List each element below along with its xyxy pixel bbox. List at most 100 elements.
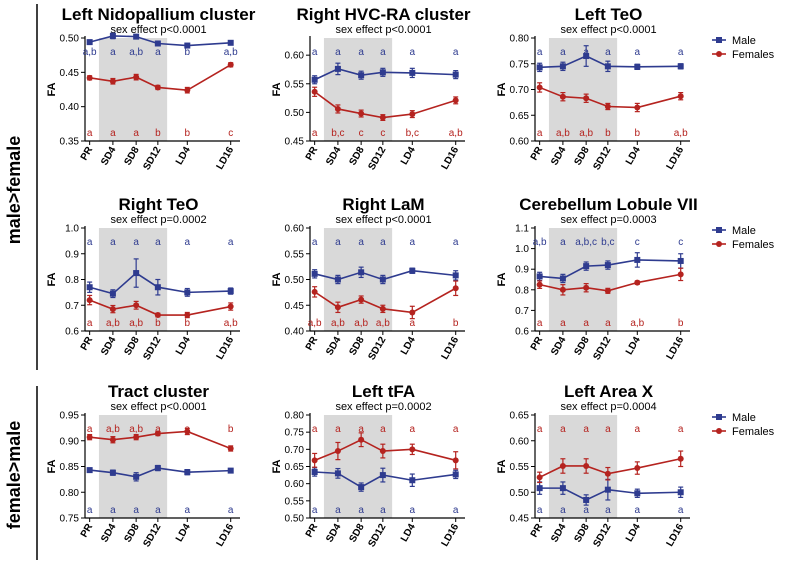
series-line [539, 457, 681, 479]
series-line [314, 471, 456, 489]
data-point-male [334, 65, 341, 72]
data-point-female [184, 312, 191, 319]
significance-label: a [87, 237, 93, 248]
series-female [311, 432, 459, 470]
data-point-male [409, 69, 416, 76]
y-axis-label: FA [496, 82, 508, 96]
data-point-female [358, 296, 365, 303]
series-line [314, 438, 456, 462]
data-point-male [677, 63, 684, 70]
series-male [86, 464, 234, 482]
data-point-female [227, 445, 234, 452]
y-tick-label: 0.55 [285, 496, 305, 507]
significance-label: a [380, 47, 386, 58]
y-tick-label: 0.75 [285, 428, 305, 439]
y-tick-label: 0.50 [285, 275, 305, 286]
significance-label: a [87, 128, 93, 139]
significance-label: a [380, 505, 386, 516]
significance-label: a,b [354, 318, 368, 329]
data-point-male [452, 471, 459, 478]
y-tick-label: 0.65 [285, 462, 305, 473]
x-tick-label: LD4 [399, 335, 418, 357]
data-point-male [409, 477, 416, 484]
significance-label: a,b [674, 128, 688, 139]
y-tick-label: 0.7 [65, 301, 79, 312]
data-point-female [133, 434, 140, 441]
significance-label: a [605, 424, 611, 435]
x-tick-label: LD16 [440, 145, 462, 172]
chart-title: Right LaM [342, 195, 424, 214]
significance-label: a [453, 237, 459, 248]
data-point-male [109, 290, 116, 297]
legend-marker-female [716, 51, 722, 57]
significance-label: b [453, 318, 459, 329]
y-tick-label: 0.60 [510, 436, 530, 447]
x-tick-label: LD16 [215, 335, 237, 362]
shaded-period [323, 38, 393, 141]
series-line [539, 86, 681, 109]
significance-label: a,b [449, 128, 463, 139]
legend-label-male: Male [732, 412, 756, 424]
y-tick-label: 0.40 [285, 327, 305, 338]
data-point-male [311, 76, 318, 83]
data-point-female [334, 448, 341, 455]
x-tick-label: LD16 [440, 335, 462, 362]
series-line [314, 91, 456, 119]
data-point-female [184, 87, 191, 94]
y-tick-label: 0.65 [510, 111, 530, 122]
data-point-female [311, 457, 318, 464]
data-point-female [86, 297, 93, 304]
data-point-female [583, 284, 590, 291]
data-point-female [559, 286, 566, 293]
series-line [539, 273, 681, 292]
data-point-female [311, 288, 318, 295]
series-female [536, 450, 684, 484]
significance-label: a,b [129, 318, 143, 329]
x-tick-label: SD4 [99, 145, 118, 168]
chart-subtitle: sex effect p=0.0004 [560, 401, 656, 413]
data-point-male [634, 63, 641, 70]
x-tick-label: SD8 [347, 335, 366, 358]
x-tick-label: SD4 [324, 522, 343, 545]
data-point-female [583, 95, 590, 102]
significance-label: a,b [224, 318, 238, 329]
data-point-female [109, 78, 116, 85]
legend: Male Females [712, 35, 775, 61]
significance-label: a [110, 47, 116, 58]
data-point-male [379, 472, 386, 479]
data-point-female [227, 303, 234, 310]
data-point-male [536, 64, 543, 71]
chart-subtitle: sex effect p=0.0002 [335, 401, 431, 413]
data-point-female [109, 306, 116, 313]
significance-label: a [155, 505, 161, 516]
y-axis-label: FA [496, 459, 508, 473]
significance-label: a,b [129, 47, 143, 58]
x-tick-label: LD4 [174, 145, 193, 167]
y-tick-label: 0.95 [60, 411, 80, 422]
significance-label: a,b,c [575, 237, 597, 248]
data-point-female [536, 281, 543, 288]
chart-title: Left TeO [575, 5, 643, 24]
series-male [86, 32, 234, 49]
significance-label: a [312, 47, 318, 58]
significance-label: a [453, 424, 459, 435]
x-tick-label: SD12 [366, 522, 388, 550]
x-tick-label: SD4 [549, 145, 568, 168]
significance-label: a [358, 237, 364, 248]
y-tick-label: 0.50 [285, 514, 305, 525]
x-tick-label: LD4 [399, 522, 418, 544]
y-tick-label: 0.7 [515, 306, 529, 317]
data-point-female [452, 457, 459, 464]
x-tick-label: PR [79, 521, 96, 539]
significance-label: a [110, 128, 116, 139]
x-tick-label: SD8 [347, 522, 366, 545]
data-point-female [334, 105, 341, 112]
significance-label: a [635, 424, 641, 435]
legend-label-female: Females [732, 49, 775, 61]
data-point-female [154, 430, 161, 437]
chart-title: Left Nidopallium cluster [62, 5, 256, 24]
